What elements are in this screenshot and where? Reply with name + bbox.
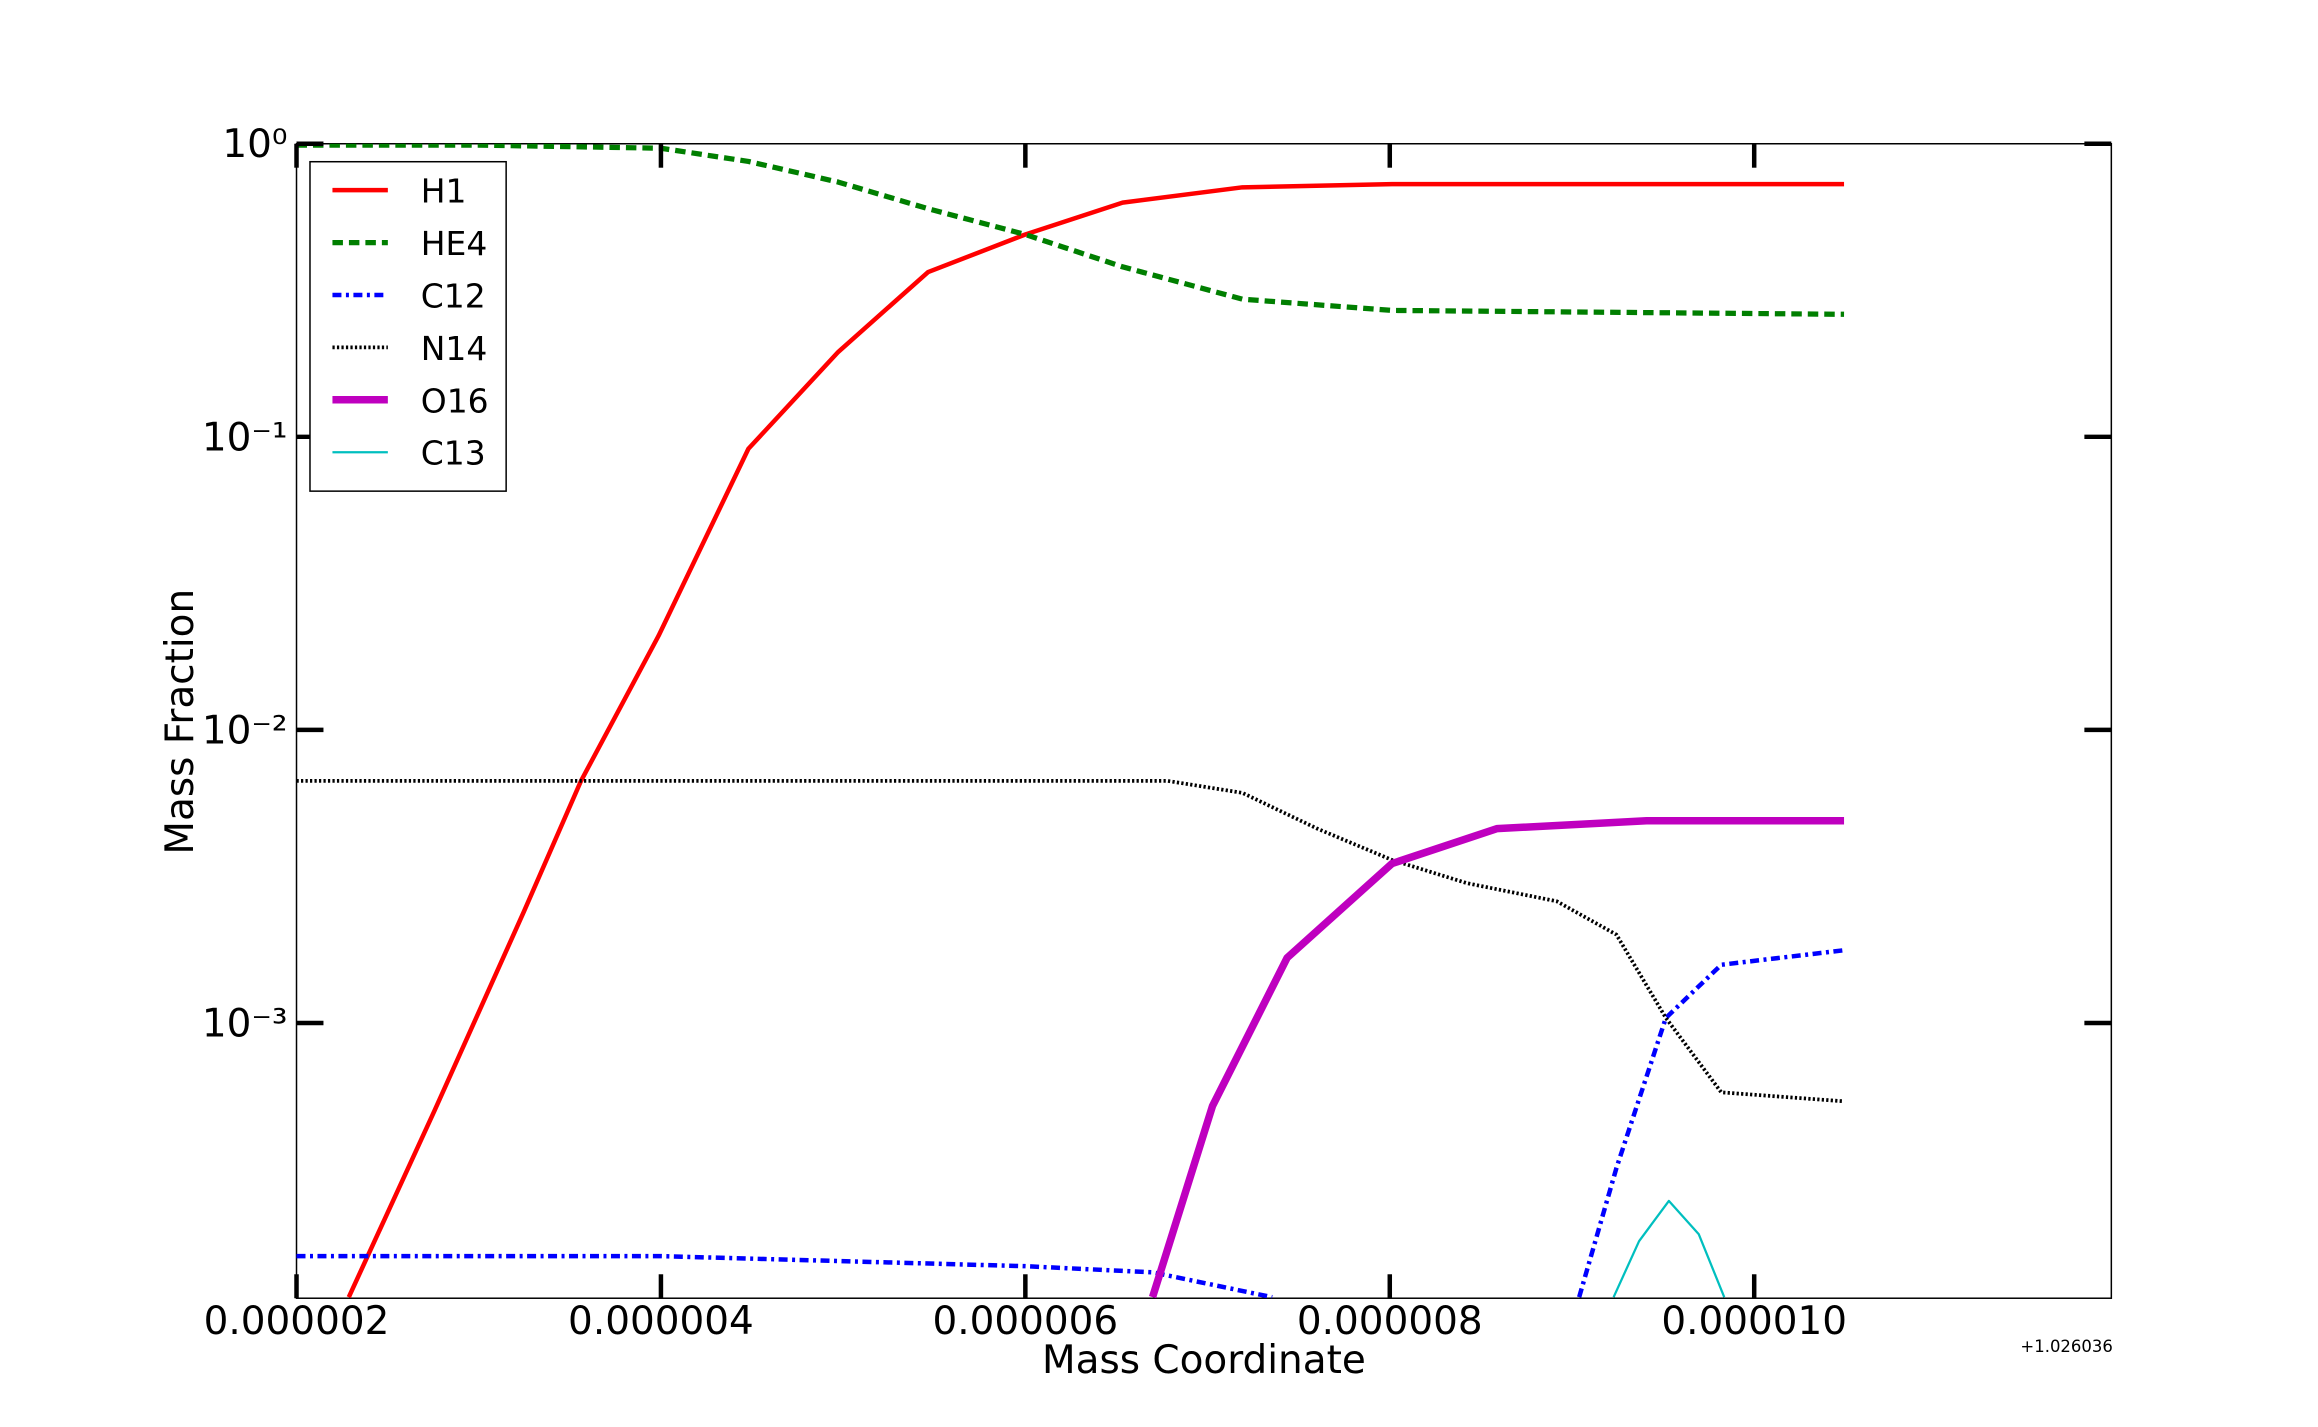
legend-label: HE4 xyxy=(421,224,488,263)
x-tick-label: 0.000004 xyxy=(568,1299,754,1344)
plot-frame xyxy=(295,142,2113,1299)
y-axis-label: Mass Fraction xyxy=(158,589,203,855)
legend-label: O16 xyxy=(421,381,489,420)
x-tick-label: 0.000002 xyxy=(204,1299,390,1344)
legend: H1 HE4 C12 N14 O16 C13 xyxy=(309,160,507,492)
series-line xyxy=(296,143,1845,317)
series-line xyxy=(1612,1199,1726,1298)
series-line xyxy=(296,779,1845,1104)
x-axis-label: Mass Coordinate xyxy=(1042,1338,1366,1383)
legend-box xyxy=(309,160,507,492)
series-line xyxy=(296,1253,1273,1299)
y-tick-label: 10⁻² xyxy=(202,708,288,753)
y-tick-label: 10⁰ xyxy=(222,122,287,167)
x-tick-label: 0.000010 xyxy=(1661,1299,1847,1344)
series-line xyxy=(1577,948,1845,1298)
x-offset: +1.026036 xyxy=(2020,1337,2112,1356)
legend-label: C12 xyxy=(421,276,486,315)
legend-label: H1 xyxy=(421,172,467,211)
legend-label: C13 xyxy=(421,434,486,473)
series-line xyxy=(1148,816,1845,1299)
y-tick-label: 10⁻³ xyxy=(202,1001,288,1046)
y-tick-label: 10⁻¹ xyxy=(202,415,288,460)
series-line xyxy=(346,181,1845,1299)
x-tick-label: 0.000008 xyxy=(1297,1299,1483,1344)
legend-label: N14 xyxy=(421,329,488,368)
x-tick-label: 0.000006 xyxy=(932,1299,1118,1344)
lines xyxy=(296,143,1845,1299)
